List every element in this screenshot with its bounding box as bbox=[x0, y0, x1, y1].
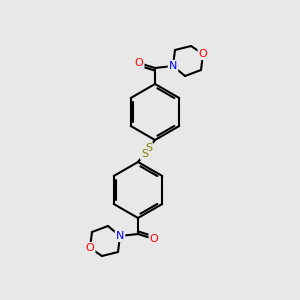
Text: O: O bbox=[85, 243, 94, 253]
Text: N: N bbox=[169, 61, 177, 71]
Text: N: N bbox=[116, 231, 124, 241]
Text: O: O bbox=[199, 49, 207, 59]
Text: S: S bbox=[145, 143, 152, 153]
Text: O: O bbox=[135, 58, 143, 68]
Text: O: O bbox=[150, 234, 158, 244]
Text: S: S bbox=[141, 148, 148, 159]
